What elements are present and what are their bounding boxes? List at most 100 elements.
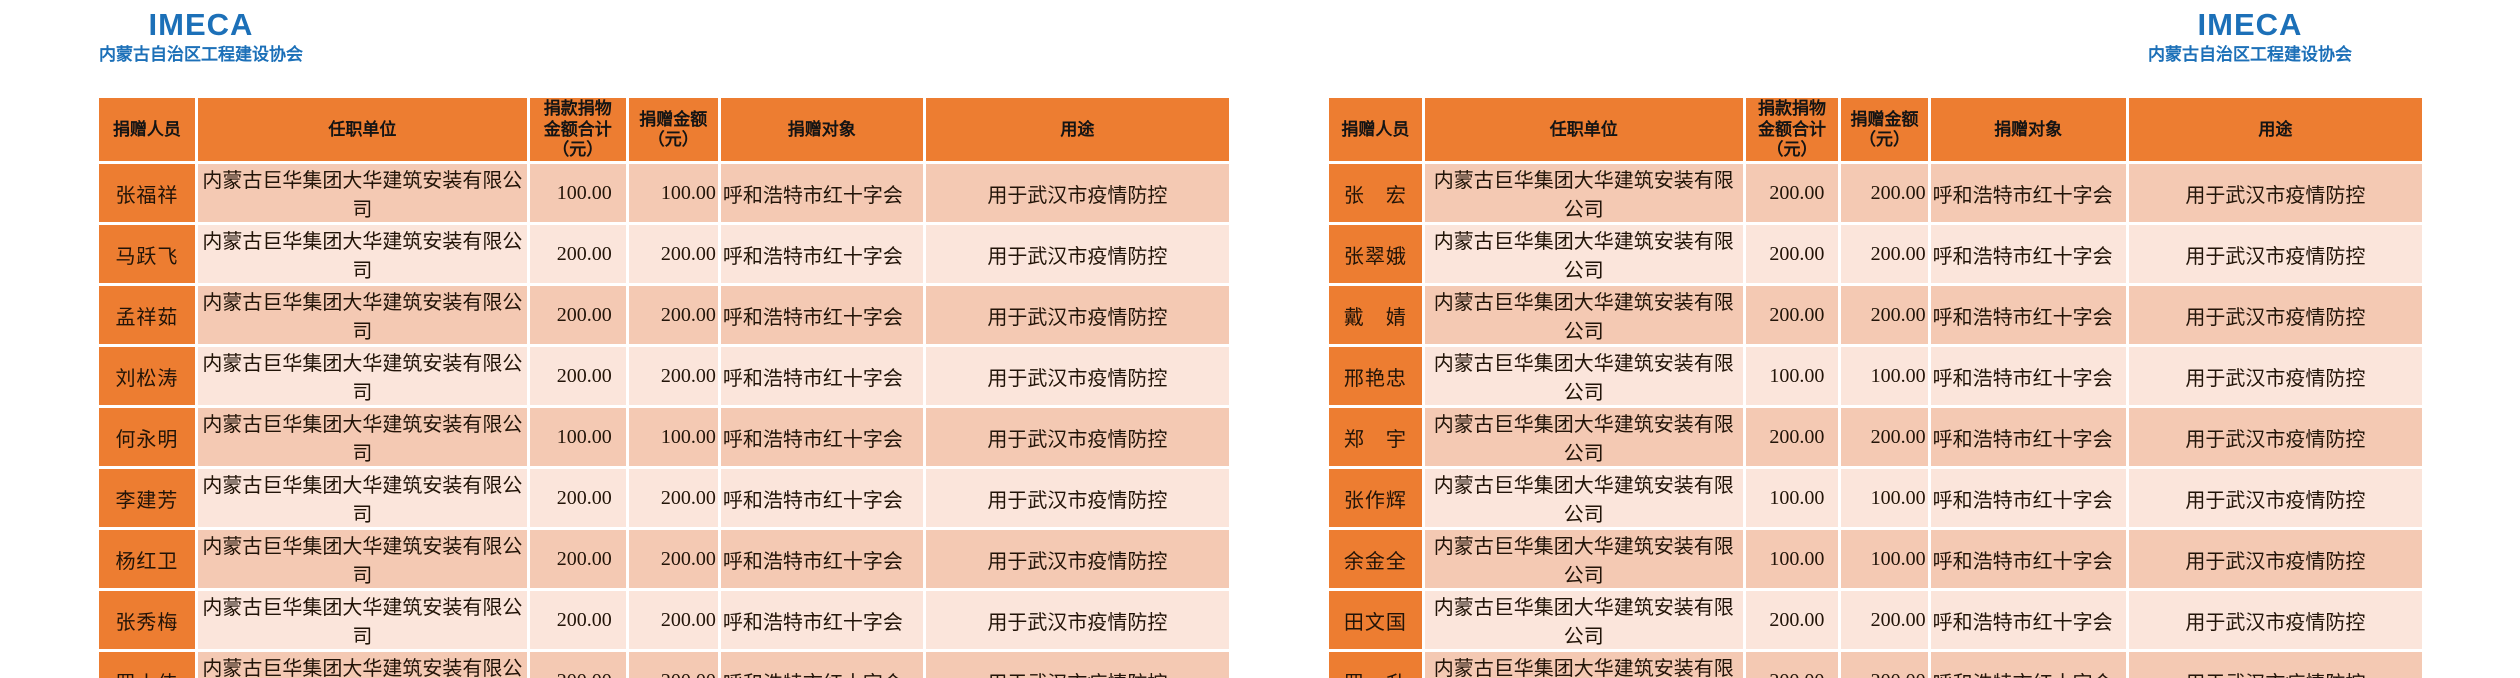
logo-title: IMECA (2197, 7, 2303, 42)
left-row-2-total: 200.00 (529, 225, 626, 284)
right-row-2-donor: 张翠娥 (1329, 225, 1422, 284)
left-row-7-amount: 200.00 (628, 530, 718, 589)
left-row-9-donor: 罗小伟 (99, 652, 195, 678)
col-header-purpose: 用途 (2128, 98, 2422, 162)
right-row-1-donor: 张 宏 (1329, 164, 1422, 223)
left-row-3-company: 内蒙古巨华集团大华建筑安装有限公司 (197, 286, 527, 345)
left-row-8-amount: 200.00 (628, 591, 718, 650)
col-header-total: 捐款捐物 金额合计 （元） (529, 98, 626, 162)
right-row-7-donor: 余金全 (1329, 530, 1422, 589)
left-row-8-company: 内蒙古巨华集团大华建筑安装有限公司 (197, 591, 527, 650)
left-row-5-donor: 何永明 (99, 408, 195, 467)
right-row-3-company: 内蒙古巨华集团大华建筑安装有限公司 (1424, 286, 1743, 345)
right-row-2-amount: 200.00 (1841, 225, 1928, 284)
table-row: 邢艳忠 内蒙古巨华集团大华建筑安装有限公司 100.00 100.00 呼和浩特市红十字… (1329, 347, 2422, 406)
left-row-5-amount: 100.00 (628, 408, 718, 467)
table-row: 罗 升内蒙古巨华集团大华建筑安装有限公司200.00200.00呼和浩特市红十字… (1329, 652, 2422, 678)
left-row-3-donor: 孟祥茹 (99, 286, 195, 345)
left-row-2-donor: 马跃飞 (99, 225, 195, 284)
left-row-6-company: 内蒙古巨华集团大华建筑安装有限公司 (197, 469, 527, 528)
left-row-1-purpose: 用于武汉市疫情防控 (925, 164, 1229, 223)
table-row: 何永明 内蒙古巨华集团大华建筑安装有限公司 100.00 100.00 呼和浩特市红十字… (99, 408, 1229, 467)
right-row-5-purpose: 用于武汉市疫情防控 (2128, 408, 2422, 467)
left-row-6-donor: 李建芳 (99, 469, 195, 528)
left-row-3-total: 200.00 (529, 286, 626, 345)
donation-table-right: 捐赠人员 任职单位 捐款捐物 金额合计 （元） 捐赠金额 （元） 捐赠对象 用途… (1326, 95, 2425, 678)
left-row-4-donor: 刘松涛 (99, 347, 195, 406)
right-row-9-purpose: 用于武汉市疫情防控 (2128, 652, 2422, 678)
col-header-donor: 捐赠人员 (1329, 98, 1422, 162)
right-row-9-total: 200.00 (1745, 652, 1839, 678)
logo-title: IMECA (148, 7, 254, 42)
left-row-1-amount: 100.00 (628, 164, 718, 223)
left-row-4-purpose: 用于武汉市疫情防控 (925, 347, 1229, 406)
right-row-1-amount: 200.00 (1841, 164, 1928, 223)
right-row-1-recipient: 呼和浩特市红十字会 (1930, 164, 2126, 223)
right-row-2-purpose: 用于武汉市疫情防控 (2128, 225, 2422, 284)
right-row-1-purpose: 用于武汉市疫情防控 (2128, 164, 2422, 223)
table-row: 张作辉 内蒙古巨华集团大华建筑安装有限公司 100.00 100.00 呼和浩特市红十字… (1329, 469, 2422, 528)
header-row: 捐赠人员 任职单位 捐款捐物 金额合计 （元） 捐赠金额 （元） 捐赠对象 用途 (99, 98, 1229, 162)
right-row-6-company: 内蒙古巨华集团大华建筑安装有限公司 (1424, 469, 1743, 528)
left-panel: IMECA 内蒙古自治区工程建设协会 捐赠人员 任职单位 捐款捐物 金额合计 （… (96, 7, 1232, 678)
table-row: 戴 婧内蒙古巨华集团大华建筑安装有限公司 200.00 200.00 呼和浩特市红十字… (1329, 286, 2422, 345)
right-row-5-amount: 200.00 (1841, 408, 1928, 467)
right-row-1-company: 内蒙古巨华集团大华建筑安装有限公司 (1424, 164, 1743, 223)
right-row-4-recipient: 呼和浩特市红十字会 (1930, 347, 2126, 406)
right-row-3-total: 200.00 (1745, 286, 1839, 345)
table-row: 张翠娥 内蒙古巨华集团大华建筑安装有限公司 200.00 200.00 呼和浩特市红十字… (1329, 225, 2422, 284)
right-row-4-purpose: 用于武汉市疫情防控 (2128, 347, 2422, 406)
right-row-6-amount: 100.00 (1841, 469, 1928, 528)
table-row: 田文国 内蒙古巨华集团大华建筑安装有限公司 200.00 200.00 呼和浩特市红十字… (1329, 591, 2422, 650)
table-row: 张 宏内蒙古巨华集团大华建筑安装有限公司 200.00 200.00 呼和浩特市红十字… (1329, 164, 2422, 223)
right-row-7-total: 100.00 (1745, 530, 1839, 589)
left-row-5-total: 100.00 (529, 408, 626, 467)
left-row-3-recipient: 呼和浩特市红十字会 (720, 286, 923, 345)
left-row-9-purpose: 用于武汉市疫情防控 (925, 652, 1229, 678)
left-row-2-amount: 200.00 (628, 225, 718, 284)
right-row-4-donor: 邢艳忠 (1329, 347, 1422, 406)
left-row-3-purpose: 用于武汉市疫情防控 (925, 286, 1229, 345)
right-panel: IMECA 内蒙古自治区工程建设协会 捐赠人员 任职单位 捐款捐物 金额合计 （… (1326, 7, 2425, 678)
right-row-7-recipient: 呼和浩特市红十字会 (1930, 530, 2126, 589)
left-row-1-company: 内蒙古巨华集团大华建筑安装有限公司 (197, 164, 527, 223)
right-row-3-amount: 200.00 (1841, 286, 1928, 345)
right-row-5-total: 200.00 (1745, 408, 1839, 467)
right-row-8-purpose: 用于武汉市疫情防控 (2128, 591, 2422, 650)
left-row-9-company: 内蒙古巨华集团大华建筑安装有限公司 (197, 652, 527, 678)
col-header-total: 捐款捐物 金额合计 （元） (1745, 98, 1839, 162)
left-row-4-company: 内蒙古巨华集团大华建筑安装有限公司 (197, 347, 527, 406)
right-row-7-amount: 100.00 (1841, 530, 1928, 589)
left-row-8-donor: 张秀梅 (99, 591, 195, 650)
left-row-9-amount: 200.00 (628, 652, 718, 678)
right-row-9-donor: 罗 升 (1329, 652, 1422, 678)
table-row: 张秀梅 内蒙古巨华集团大华建筑安装有限公司 200.00 200.00 呼和浩特市红十字… (99, 591, 1229, 650)
table-row: 孟祥茹 内蒙古巨华集团大华建筑安装有限公司 200.00 200.00 呼和浩特市红十字… (99, 286, 1229, 345)
right-row-6-purpose: 用于武汉市疫情防控 (2128, 469, 2422, 528)
table-row: 张福祥 内蒙古巨华集团大华建筑安装有限公司 100.00 100.00 呼和浩特市红十字… (99, 164, 1229, 223)
left-row-5-purpose: 用于武汉市疫情防控 (925, 408, 1229, 467)
left-row-6-amount: 200.00 (628, 469, 718, 528)
left-row-4-recipient: 呼和浩特市红十字会 (720, 347, 923, 406)
col-header-amount: 捐赠金额 （元） (628, 98, 718, 162)
right-row-4-company: 内蒙古巨华集团大华建筑安装有限公司 (1424, 347, 1743, 406)
left-row-6-recipient: 呼和浩特市红十字会 (720, 469, 923, 528)
right-row-5-recipient: 呼和浩特市红十字会 (1930, 408, 2126, 467)
left-row-8-recipient: 呼和浩特市红十字会 (720, 591, 923, 650)
right-row-3-donor: 戴 婧 (1329, 286, 1422, 345)
right-row-8-total: 200.00 (1745, 591, 1839, 650)
logo-subtitle: 内蒙古自治区工程建设协会 (2148, 45, 2352, 65)
right-row-9-company: 内蒙古巨华集团大华建筑安装有限公司 (1424, 652, 1743, 678)
left-row-5-recipient: 呼和浩特市红十字会 (720, 408, 923, 467)
table-row: 杨红卫 内蒙古巨华集团大华建筑安装有限公司 200.00 200.00 呼和浩特市红十字… (99, 530, 1229, 589)
col-header-company: 任职单位 (1424, 98, 1743, 162)
left-row-1-donor: 张福祥 (99, 164, 195, 223)
right-row-3-recipient: 呼和浩特市红十字会 (1930, 286, 2126, 345)
table-row: 马跃飞 内蒙古巨华集团大华建筑安装有限公司 200.00 200.00 呼和浩特市红十字… (99, 225, 1229, 284)
right-row-4-amount: 100.00 (1841, 347, 1928, 406)
table-header: 捐赠人员 任职单位 捐款捐物 金额合计 （元） 捐赠金额 （元） 捐赠对象 用途 (99, 98, 1229, 162)
right-row-8-recipient: 呼和浩特市红十字会 (1930, 591, 2126, 650)
left-row-9-recipient: 呼和浩特市红十字会 (720, 652, 923, 678)
right-row-6-total: 100.00 (1745, 469, 1839, 528)
